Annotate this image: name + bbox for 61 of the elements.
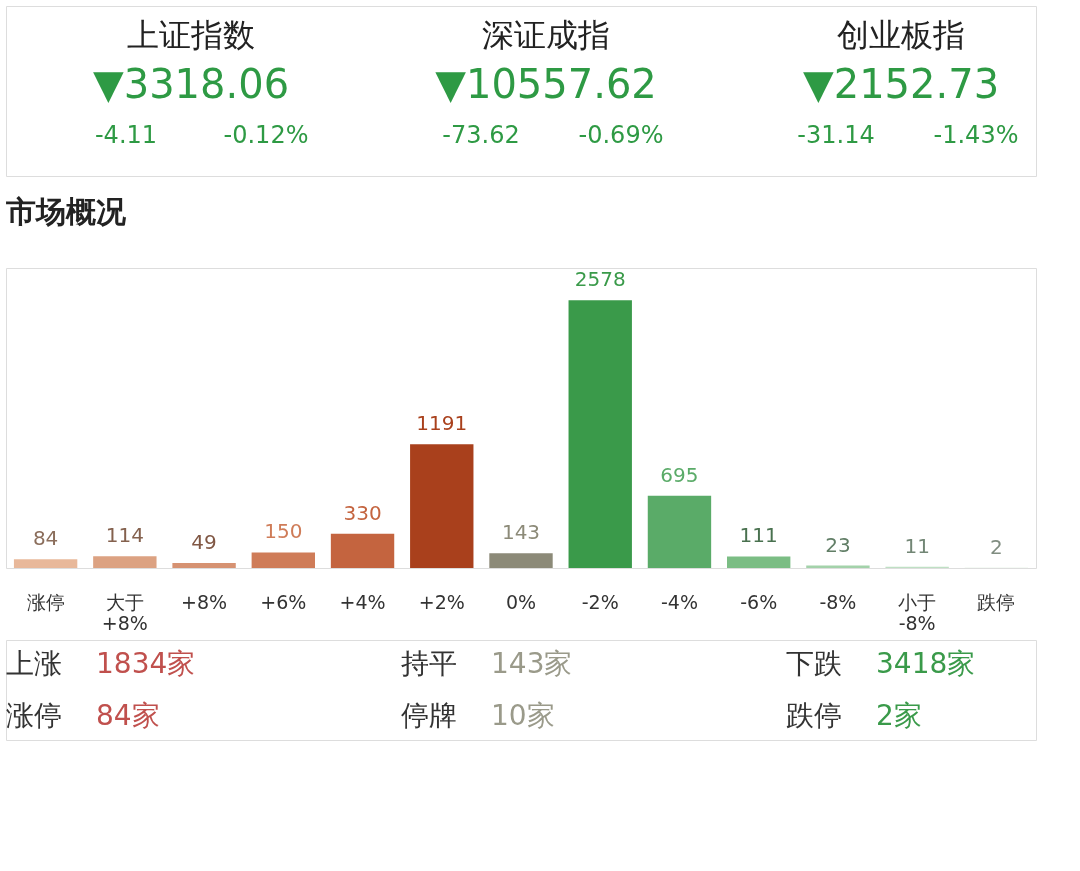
text: 10家 [491,699,555,732]
data-label: 330 [343,500,382,525]
text: ▼2152.73 [802,61,1000,107]
text: 深证成指 [482,16,610,54]
x-tick-label: 涨停 [26,590,65,613]
text: -31.14 [797,121,875,149]
bar [568,300,632,568]
bar [647,495,712,568]
x-tick-label: +8% [181,590,228,613]
x-tick-label: -4% [660,590,698,613]
text: 涨停 [6,699,62,732]
x-tick-label: +6% [260,590,307,613]
bar [727,556,791,568]
data-label: 143 [501,520,541,545]
x-tick-label: -6% [740,590,778,613]
bar [489,553,553,568]
chart-title: 市场概况 [5,194,127,229]
text: 1834家 [96,647,196,680]
data-label: 2578 [574,267,626,292]
text: -4.11 [94,121,158,149]
text: 84家 [96,699,160,732]
x-tick-label: -2% [581,590,619,613]
bar [330,533,395,568]
bar [251,552,315,568]
data-label: 150 [264,519,303,544]
data-label: 23 [825,532,851,557]
bar [172,562,236,568]
data-label: 2 [990,534,1003,559]
x-tick-label: -8% [819,590,857,613]
text: 跌停 [786,699,842,732]
bar [13,559,78,568]
text: -0.69% [578,121,664,149]
data-label: 114 [105,523,144,548]
data-label: 695 [660,462,699,487]
text: 2家 [876,699,922,732]
text: 创业板指 [837,16,965,54]
bar [410,444,474,568]
x-tick-label: 小于 -8% [898,590,937,634]
text: 3418家 [876,647,976,680]
data-label: 49 [191,529,217,554]
text: 上证指数 [127,16,255,54]
data-label: 1191 [416,411,468,436]
data-label: 84 [32,526,59,551]
x-tick-label: +4% [339,590,386,613]
x-tick-label: +2% [418,590,465,613]
text: 143家 [491,647,573,680]
text: 停牌 [401,699,457,732]
text: 上涨 [6,647,62,680]
text: 持平 [401,647,457,680]
text: -1.43% [933,121,1019,149]
x-tick-label: 大于 +8% [101,590,148,634]
text: 下跌 [786,647,842,680]
text: ▼10557.62 [435,61,657,107]
x-tick-label: 0% [505,590,537,613]
data-label: 11 [904,533,930,558]
data-label: 111 [739,523,778,548]
text: ▼3318.06 [92,61,290,107]
text: -0.12% [223,121,309,149]
bar [93,556,157,568]
x-tick-label: 跌停 [977,590,1016,613]
text: -73.62 [442,121,520,149]
